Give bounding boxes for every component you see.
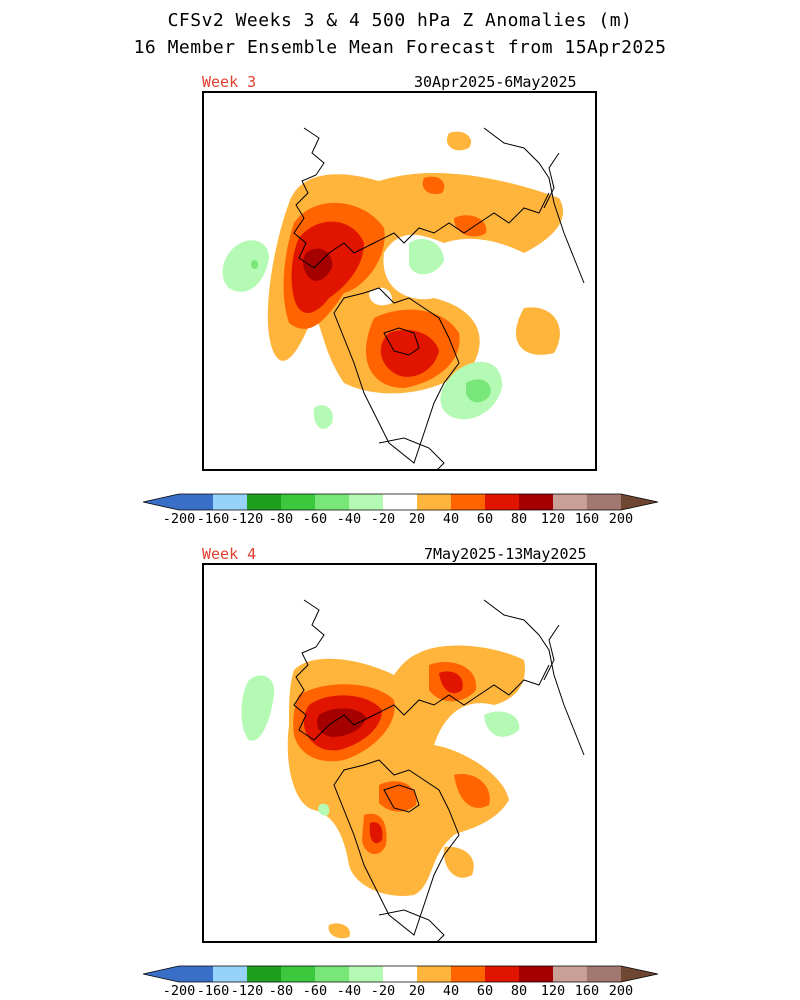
- week4-anomaly-map: [241, 599, 585, 941]
- colorbar-segment: [349, 494, 383, 510]
- colorbar-segment: [383, 966, 417, 982]
- colorbar-segment: [451, 494, 485, 510]
- colorbar-segment: [519, 966, 553, 982]
- tick-label: -120: [230, 511, 264, 527]
- colorbar-segment: [485, 966, 519, 982]
- tick-label: 200: [608, 983, 634, 999]
- tick-label: 160: [574, 983, 600, 999]
- colorbar-week4: [143, 965, 658, 983]
- colorbar-week3: [143, 493, 658, 511]
- tick-label: 120: [540, 511, 566, 527]
- colorbar-segment: [485, 494, 519, 510]
- colorbar-segment: [213, 966, 247, 982]
- colorbar-segment: [383, 494, 417, 510]
- colorbar-segment: [179, 966, 213, 982]
- tick-label: 40: [442, 511, 460, 527]
- colorbar-segment: [451, 966, 485, 982]
- colorbar-segment: [143, 494, 179, 510]
- tick-label: -20: [370, 511, 396, 527]
- tick-label: -160: [196, 511, 230, 527]
- tick-label: 20: [408, 511, 426, 527]
- tick-label: -80: [268, 511, 294, 527]
- tick-label: -60: [302, 511, 328, 527]
- colorbar-segment: [281, 494, 315, 510]
- colorbar-segment: [179, 494, 213, 510]
- tick-label: -40: [336, 983, 362, 999]
- tick-label: -60: [302, 983, 328, 999]
- tick-label: 40: [442, 983, 460, 999]
- week3-map: [202, 91, 597, 471]
- tick-label: 80: [510, 511, 528, 527]
- tick-label: 80: [510, 983, 528, 999]
- tick-label: 60: [476, 983, 494, 999]
- tick-label: -120: [230, 983, 264, 999]
- colorbar-segment: [553, 494, 587, 510]
- colorbar-segment: [587, 494, 621, 510]
- chart-title-line1: CFSv2 Weeks 3 & 4 500 hPa Z Anomalies (m…: [167, 10, 633, 31]
- tick-label: 120: [540, 983, 566, 999]
- week4-date-range: 7May2025-13May2025: [424, 545, 587, 563]
- week3-label: Week 3: [202, 73, 257, 91]
- colorbar-segment: [281, 966, 315, 982]
- colorbar-segment: [553, 966, 587, 982]
- tick-label: -80: [268, 983, 294, 999]
- chart-title-line2: 16 Member Ensemble Mean Forecast from 15…: [133, 37, 667, 58]
- week3-date-range: 30Apr2025-6May2025: [414, 73, 577, 91]
- tick-label: 60: [476, 511, 494, 527]
- tick-label: 160: [574, 511, 600, 527]
- tick-label: -160: [196, 983, 230, 999]
- tick-label: -200: [162, 511, 196, 527]
- colorbar-segment: [587, 966, 621, 982]
- colorbar-segment: [621, 494, 658, 510]
- colorbar-segment: [417, 966, 451, 982]
- colorbar-week3-ticks: -200 -160 -120 -80 -60 -40 -20 20 40 60 …: [143, 511, 658, 527]
- colorbar-segment: [519, 494, 553, 510]
- tick-label: -200: [162, 983, 196, 999]
- colorbar-segment: [349, 966, 383, 982]
- tick-label: 200: [608, 511, 634, 527]
- week3-anomaly-map: [222, 127, 585, 469]
- week4-map: [202, 563, 597, 943]
- colorbar-segment: [315, 494, 349, 510]
- tick-label: 20: [408, 983, 426, 999]
- colorbar-segment: [143, 966, 179, 982]
- colorbar-segment: [247, 966, 281, 982]
- tick-label: -20: [370, 983, 396, 999]
- colorbar-segment: [417, 494, 451, 510]
- tick-label: -40: [336, 511, 362, 527]
- colorbar-segment: [315, 966, 349, 982]
- colorbar-week4-ticks: -200 -160 -120 -80 -60 -40 -20 20 40 60 …: [143, 983, 658, 999]
- colorbar-segment: [213, 494, 247, 510]
- week4-label: Week 4: [202, 545, 257, 563]
- colorbar-segment: [247, 494, 281, 510]
- colorbar-segment: [621, 966, 658, 982]
